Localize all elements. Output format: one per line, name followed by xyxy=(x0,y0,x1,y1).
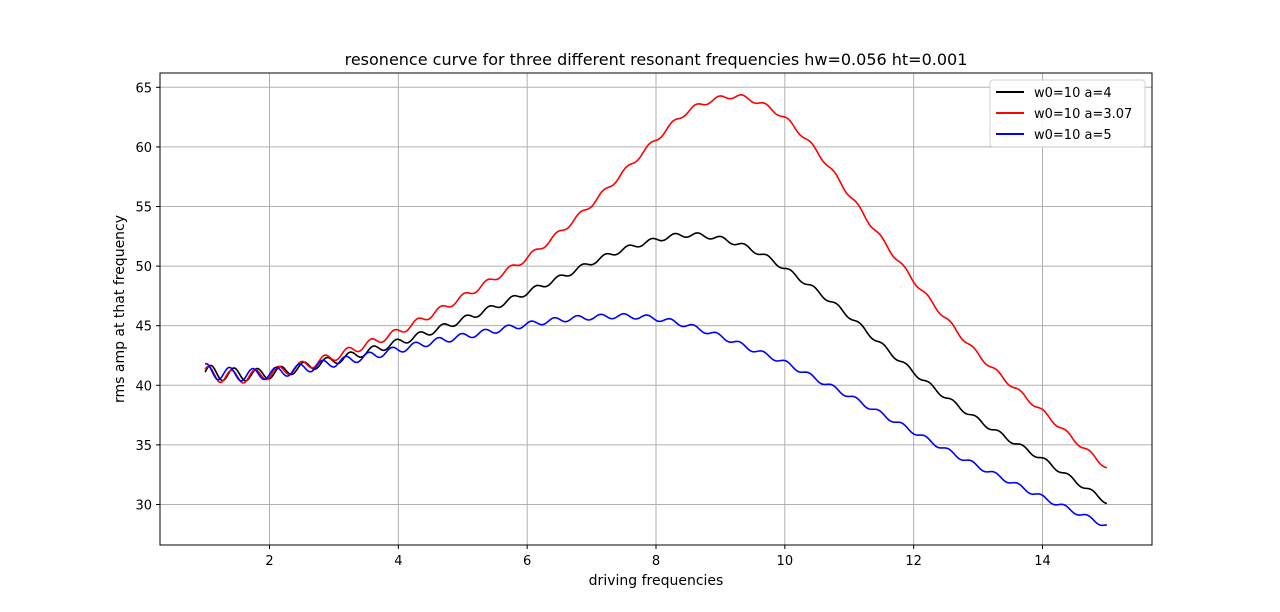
x-tick-label: 14 xyxy=(1034,554,1051,569)
y-tick-label: 30 xyxy=(135,498,152,513)
y-tick-label: 65 xyxy=(135,81,152,96)
y-tick-label: 55 xyxy=(135,200,152,215)
chart-title: resonence curve for three different reso… xyxy=(345,50,968,69)
y-tick-label: 50 xyxy=(135,260,152,275)
x-tick-label: 8 xyxy=(652,554,660,569)
legend: w0=10 a=4 w0=10 a=3.07 w0=10 a=5 xyxy=(989,79,1146,148)
y-tick-label: 35 xyxy=(135,439,152,454)
series-line xyxy=(204,94,1108,469)
y-axis-label: rms amp at that frequency xyxy=(112,215,128,403)
y-tick-label: 45 xyxy=(135,320,152,335)
ticks: 2 4 6 8 10 12 14 30 35 40 45 50 55 60 65 xyxy=(135,81,1050,569)
y-tick-label: 40 xyxy=(135,379,152,394)
series-line xyxy=(204,312,1107,527)
series-layer xyxy=(204,94,1108,527)
legend-entry: w0=10 a=4 xyxy=(1034,86,1112,101)
x-axis-label: driving frequencies xyxy=(589,573,724,589)
legend-entry: w0=10 a=5 xyxy=(1034,128,1112,143)
legend-entry: w0=10 a=3.07 xyxy=(1034,107,1132,122)
grid xyxy=(160,73,1152,545)
x-tick-label: 2 xyxy=(265,554,273,569)
x-tick-label: 4 xyxy=(394,554,402,569)
x-tick-label: 12 xyxy=(905,554,922,569)
y-tick-label: 60 xyxy=(135,141,152,156)
x-tick-label: 10 xyxy=(777,554,794,569)
x-tick-label: 6 xyxy=(523,554,531,569)
legend-box xyxy=(989,79,1146,148)
series-line xyxy=(204,232,1108,505)
